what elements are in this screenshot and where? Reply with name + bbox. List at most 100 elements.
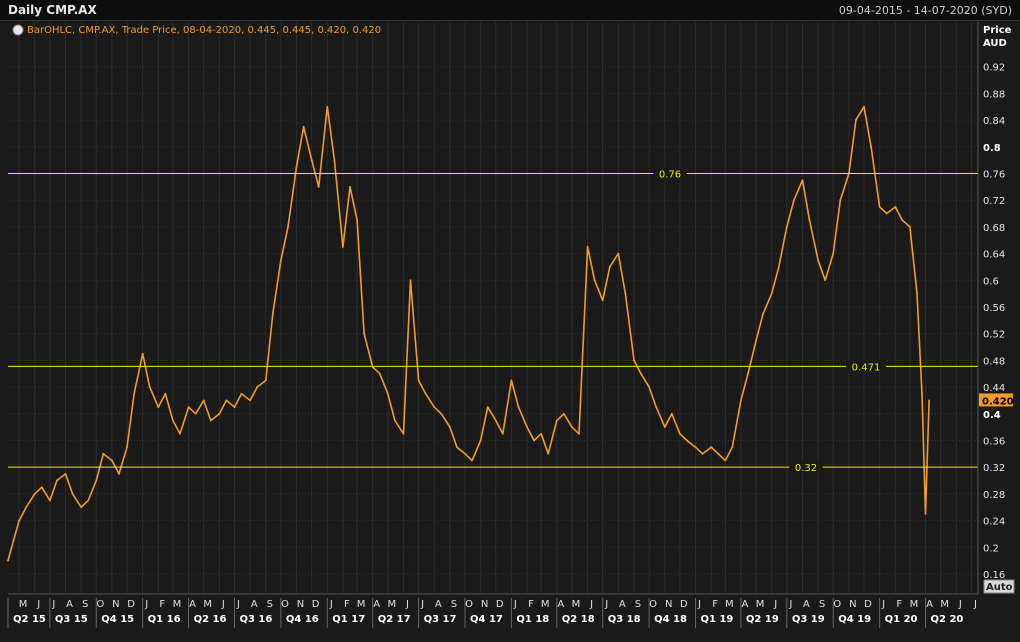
price-point bbox=[755, 339, 757, 342]
price-point bbox=[363, 332, 366, 335]
price-point bbox=[202, 399, 205, 402]
x-quarter-label: Q3 18 bbox=[608, 614, 641, 625]
y-axis-unit: AUD bbox=[983, 38, 1007, 49]
x-month-label: M bbox=[203, 599, 212, 610]
x-month-label: J bbox=[788, 599, 792, 610]
price-point bbox=[18, 519, 20, 522]
x-month-label: J bbox=[973, 599, 977, 610]
x-month-label: N bbox=[849, 599, 856, 610]
price-point bbox=[494, 419, 497, 422]
x-month-label: M bbox=[756, 599, 765, 610]
price-point bbox=[792, 199, 795, 202]
x-month-label: O bbox=[833, 599, 841, 610]
price-point bbox=[402, 432, 405, 435]
x-month-label: A bbox=[742, 599, 749, 610]
price-point bbox=[486, 406, 489, 409]
price-point bbox=[264, 379, 267, 382]
y-tick-label: 0.6 bbox=[983, 276, 999, 287]
x-month-label: J bbox=[329, 599, 333, 610]
x-month-label: J bbox=[513, 599, 517, 610]
y-tick-label: 0.76 bbox=[983, 169, 1005, 180]
price-point bbox=[562, 412, 565, 415]
price-point bbox=[333, 159, 336, 162]
x-month-label: A bbox=[557, 599, 564, 610]
price-point bbox=[172, 419, 174, 422]
horizontal-lines: 0.76 0.471 0.32 bbox=[8, 167, 978, 474]
price-point bbox=[571, 426, 573, 429]
x-quarter-label: Q2 16 bbox=[194, 614, 227, 625]
grid-lines bbox=[8, 22, 978, 594]
price-point bbox=[126, 446, 128, 449]
price-point bbox=[240, 392, 243, 395]
auto-button-box[interactable] bbox=[983, 579, 1015, 594]
price-point bbox=[326, 105, 329, 108]
x-month-label: D bbox=[312, 599, 320, 610]
x-month-label: O bbox=[96, 599, 104, 610]
price-point bbox=[218, 412, 221, 415]
price-point bbox=[824, 279, 827, 282]
price-point bbox=[924, 513, 927, 515]
price-point bbox=[701, 452, 704, 455]
price-point bbox=[501, 432, 504, 435]
price-point bbox=[921, 392, 923, 395]
price-point bbox=[271, 312, 274, 315]
price-point bbox=[349, 185, 351, 188]
price-point bbox=[433, 406, 436, 409]
price-point bbox=[717, 452, 720, 455]
price-point bbox=[71, 492, 74, 495]
price-point bbox=[817, 259, 819, 262]
x-quarter-label: Q3 15 bbox=[55, 614, 88, 625]
price-point bbox=[424, 392, 427, 395]
price-point bbox=[479, 439, 482, 442]
y-tick-label: 0.32 bbox=[983, 463, 1005, 474]
x-month-label: J bbox=[221, 599, 225, 610]
price-point bbox=[194, 412, 197, 415]
x-month-label: S bbox=[451, 599, 457, 610]
price-point bbox=[878, 205, 881, 208]
price-point bbox=[464, 452, 466, 455]
x-month-label: J bbox=[36, 599, 40, 610]
auto-button-label[interactable]: Auto bbox=[986, 582, 1013, 593]
price-point bbox=[225, 399, 228, 402]
chart-settings-icon[interactable] bbox=[12, 24, 24, 36]
title-bar: Daily CMP.AX 09-04-2015 - 14-07-2020 (SY… bbox=[0, 0, 1020, 21]
y-tick-label: 0.48 bbox=[983, 356, 1005, 367]
x-month-label: F bbox=[528, 599, 534, 610]
price-point bbox=[279, 259, 282, 262]
price-point bbox=[909, 225, 911, 228]
price-point bbox=[808, 219, 811, 222]
x-month-label: M bbox=[940, 599, 949, 610]
price-point bbox=[417, 379, 420, 382]
price-point bbox=[141, 352, 144, 355]
x-quarter-label: Q3 19 bbox=[792, 614, 825, 625]
auto-scale-button[interactable]: Auto bbox=[983, 579, 1015, 594]
price-point bbox=[747, 372, 749, 375]
x-month-label: J bbox=[236, 599, 240, 610]
y-tick-label: 0.4 bbox=[983, 410, 1001, 421]
x-quarter-label: Q4 19 bbox=[838, 614, 871, 625]
x-month-label: A bbox=[189, 599, 196, 610]
hline-label-bg bbox=[653, 167, 687, 180]
legend[interactable]: BarOHLC, CMP.AX, Trade Price, 08-04-2020… bbox=[12, 24, 381, 36]
hline-label: 0.471 bbox=[852, 362, 881, 373]
price-point bbox=[133, 392, 136, 395]
x-month-label: J bbox=[881, 599, 885, 610]
x-month-label: F bbox=[896, 599, 902, 610]
y-tick-label: 0.56 bbox=[983, 303, 1005, 314]
price-point bbox=[249, 399, 252, 402]
price-point bbox=[928, 399, 930, 402]
x-month-label: M bbox=[725, 599, 734, 610]
price-point bbox=[393, 419, 396, 422]
y-axis[interactable]: 0.16 0.2 0.24 0.28 0.32 0.36 0.4 0.44 0.48 0.52 0.… bbox=[977, 22, 1005, 594]
x-month-label: D bbox=[864, 599, 872, 610]
price-point bbox=[48, 499, 51, 502]
price-point bbox=[655, 406, 658, 409]
price-point bbox=[179, 432, 181, 435]
price-point bbox=[686, 439, 688, 442]
price-point bbox=[885, 212, 888, 215]
price-point bbox=[471, 459, 473, 462]
x-quarter-label: Q1 18 bbox=[516, 614, 549, 625]
y-tick-label: 0.64 bbox=[983, 250, 1005, 261]
